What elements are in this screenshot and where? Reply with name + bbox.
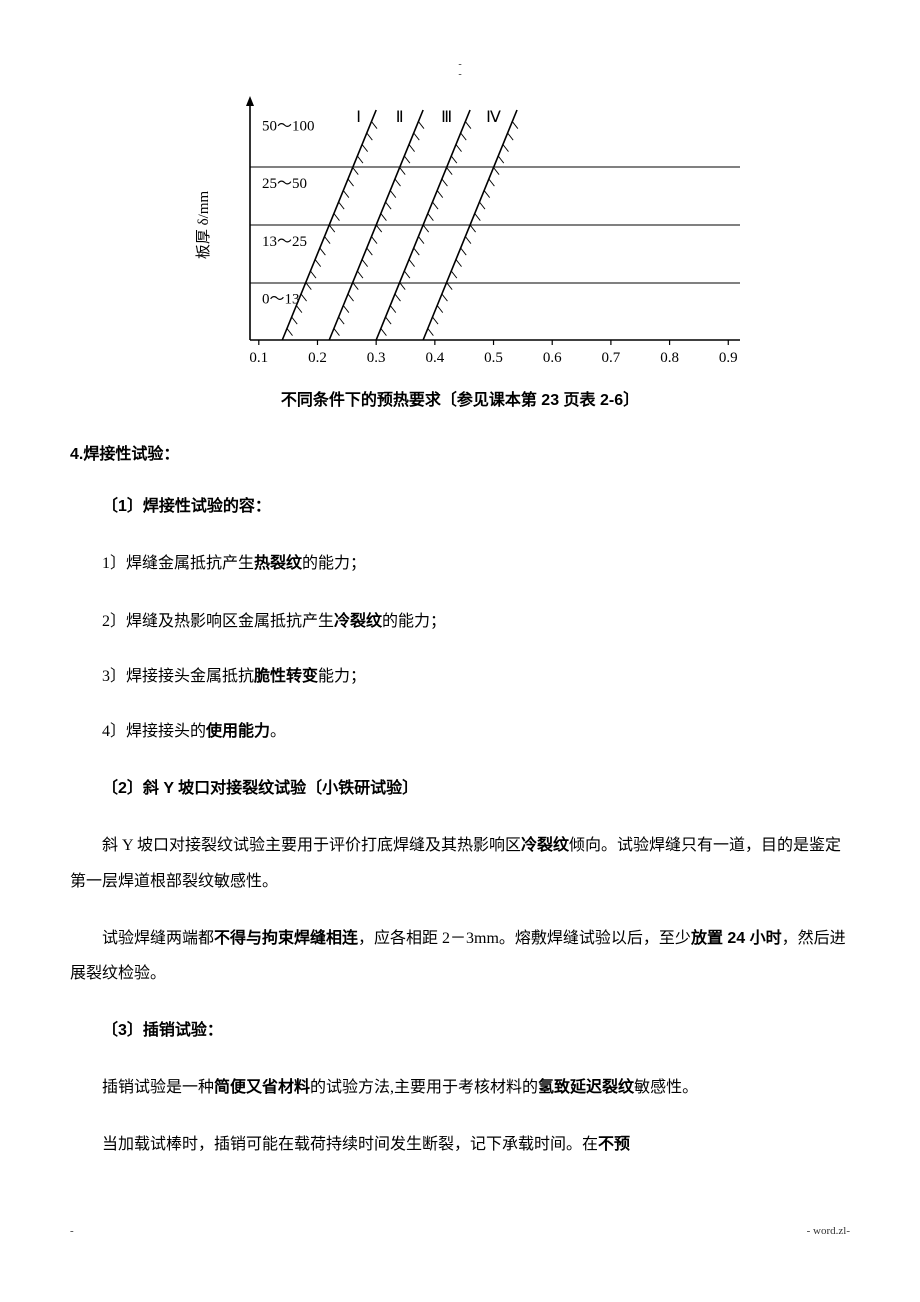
section-4-2-head: 〔2〕斜 Y 坡口对接裂纹试验〔小铁研试验〕 bbox=[70, 771, 850, 806]
bold-text: 使用能力 bbox=[206, 723, 270, 740]
caption-prefix: 不同条件下的预热要求〔参见课本第 bbox=[281, 392, 541, 409]
caption-mid: 页表 bbox=[559, 392, 600, 409]
text: 3〕焊接接头金属抵抗 bbox=[102, 668, 254, 685]
bold-text: 冷裂纹 bbox=[334, 613, 382, 630]
section-4-3-head: 〔3〕插销试验： bbox=[70, 1013, 850, 1048]
svg-text:板厚 δ/mm: 板厚 δ/mm bbox=[194, 191, 212, 260]
preheat-chart: 50～100 25～50 13～25 0～13 0.1 0.2 0.3 0.4 0.5 0.6 0.… bbox=[170, 90, 750, 380]
footer-left: - bbox=[70, 1223, 74, 1241]
svg-text:0.8: 0.8 bbox=[660, 350, 679, 366]
bold-text: 放置 24 小时 bbox=[691, 930, 782, 947]
section-4-1-list: 1〕焊缝金属抵抗产生热裂纹的能力；2〕焊缝及热影响区金属抵抗产生冷裂纹的能力；3… bbox=[70, 546, 850, 749]
page-footer: - - word.zl- bbox=[70, 1223, 850, 1241]
caption-page: 23 bbox=[541, 392, 559, 409]
text: 插销试验是一种 bbox=[102, 1079, 214, 1096]
text: 2〕焊缝及热影响区金属抵抗产生 bbox=[102, 613, 334, 630]
chart-caption: 不同条件下的预热要求〔参见课本第 23 页表 2-6〕 bbox=[70, 388, 850, 414]
bold-text: 氢致延迟裂纹 bbox=[538, 1079, 634, 1096]
text: 敏感性。 bbox=[634, 1079, 698, 1096]
svg-text:Ⅰ: Ⅰ bbox=[356, 109, 361, 126]
text: 能力； bbox=[318, 668, 366, 685]
svg-text:13～25: 13～25 bbox=[262, 234, 307, 250]
list-item: 4〕焊接接头的使用能力。 bbox=[70, 714, 850, 749]
section-4-2-para-1: 斜 Y 坡口对接裂纹试验主要用于评价打底焊缝及其热影响区冷裂纹倾向。试验焊缝只有… bbox=[70, 828, 850, 898]
section-4-3-para-1: 插销试验是一种简便又省材料的试验方法,主要用于考核材料的氢致延迟裂纹敏感性。 bbox=[70, 1070, 850, 1105]
svg-text:50～100: 50～100 bbox=[262, 119, 315, 135]
bold-text: 热裂纹 bbox=[254, 555, 302, 572]
list-item: 3〕焊接接头金属抵抗脆性转变能力； bbox=[70, 659, 850, 694]
footer-right: - word.zl- bbox=[807, 1223, 850, 1241]
svg-text:Ⅱ: Ⅱ bbox=[396, 109, 404, 126]
svg-text:0.3: 0.3 bbox=[367, 350, 386, 366]
text: 的试验方法,主要用于考核材料的 bbox=[310, 1079, 538, 1096]
text: 试验焊缝两端都 bbox=[102, 930, 214, 947]
dash-2: - bbox=[458, 69, 461, 80]
text: ，应各相距 2－3mm。熔敷焊缝试验以后，至少 bbox=[358, 930, 691, 947]
svg-text:25～50: 25～50 bbox=[262, 176, 307, 192]
list-item: 2〕焊缝及热影响区金属抵抗产生冷裂纹的能力； bbox=[70, 604, 850, 639]
svg-text:0.9: 0.9 bbox=[719, 350, 738, 366]
text: 。 bbox=[270, 723, 286, 740]
svg-text:0.1: 0.1 bbox=[249, 350, 268, 366]
svg-text:0.6: 0.6 bbox=[543, 350, 562, 366]
caption-suffix: 〕 bbox=[623, 392, 639, 409]
text: 斜 Y 坡口对接裂纹试验主要用于评价打底焊缝及其热影响区 bbox=[102, 837, 521, 854]
section-4-1-head: 〔1〕焊接性试验的容： bbox=[70, 489, 850, 524]
text: 的能力； bbox=[382, 613, 446, 630]
svg-text:Ⅲ: Ⅲ bbox=[441, 109, 452, 126]
bold-text: 不得与拘束焊缝相连 bbox=[214, 930, 358, 947]
section-4-2-para-2: 试验焊缝两端都不得与拘束焊缝相连，应各相距 2－3mm。熔敷焊缝试验以后，至少放… bbox=[70, 921, 850, 991]
header-dash: - - bbox=[70, 60, 850, 80]
svg-text:0.4: 0.4 bbox=[425, 350, 444, 366]
svg-text:0～13: 0～13 bbox=[262, 292, 300, 308]
section-4-head: 4.焊接性试验： bbox=[70, 442, 850, 468]
caption-table: 2-6 bbox=[600, 392, 623, 409]
svg-text:0.2: 0.2 bbox=[308, 350, 327, 366]
text: 1〕焊缝金属抵抗产生 bbox=[102, 555, 254, 572]
bold-text: 不预 bbox=[598, 1136, 630, 1153]
list-item: 1〕焊缝金属抵抗产生热裂纹的能力； bbox=[70, 546, 850, 581]
text: 4〕焊接接头的 bbox=[102, 723, 206, 740]
section-4-3-para-2: 当加载试棒时，插销可能在载荷持续时间发生断裂，记下承载时间。在不预 bbox=[70, 1127, 850, 1162]
text: 的能力； bbox=[302, 555, 366, 572]
bold-text: 简便又省材料 bbox=[214, 1079, 310, 1096]
svg-text:0.5: 0.5 bbox=[484, 350, 503, 366]
bold-text: 冷裂纹 bbox=[521, 837, 569, 854]
svg-text:Ⅳ: Ⅳ bbox=[486, 109, 501, 126]
svg-text:0.7: 0.7 bbox=[602, 350, 621, 366]
text: 当加载试棒时，插销可能在载荷持续时间发生断裂，记下承载时间。在 bbox=[102, 1136, 598, 1153]
bold-text: 脆性转变 bbox=[254, 668, 318, 685]
chart-container: 50～100 25～50 13～25 0～13 0.1 0.2 0.3 0.4 0.5 0.6 0.… bbox=[70, 90, 850, 380]
